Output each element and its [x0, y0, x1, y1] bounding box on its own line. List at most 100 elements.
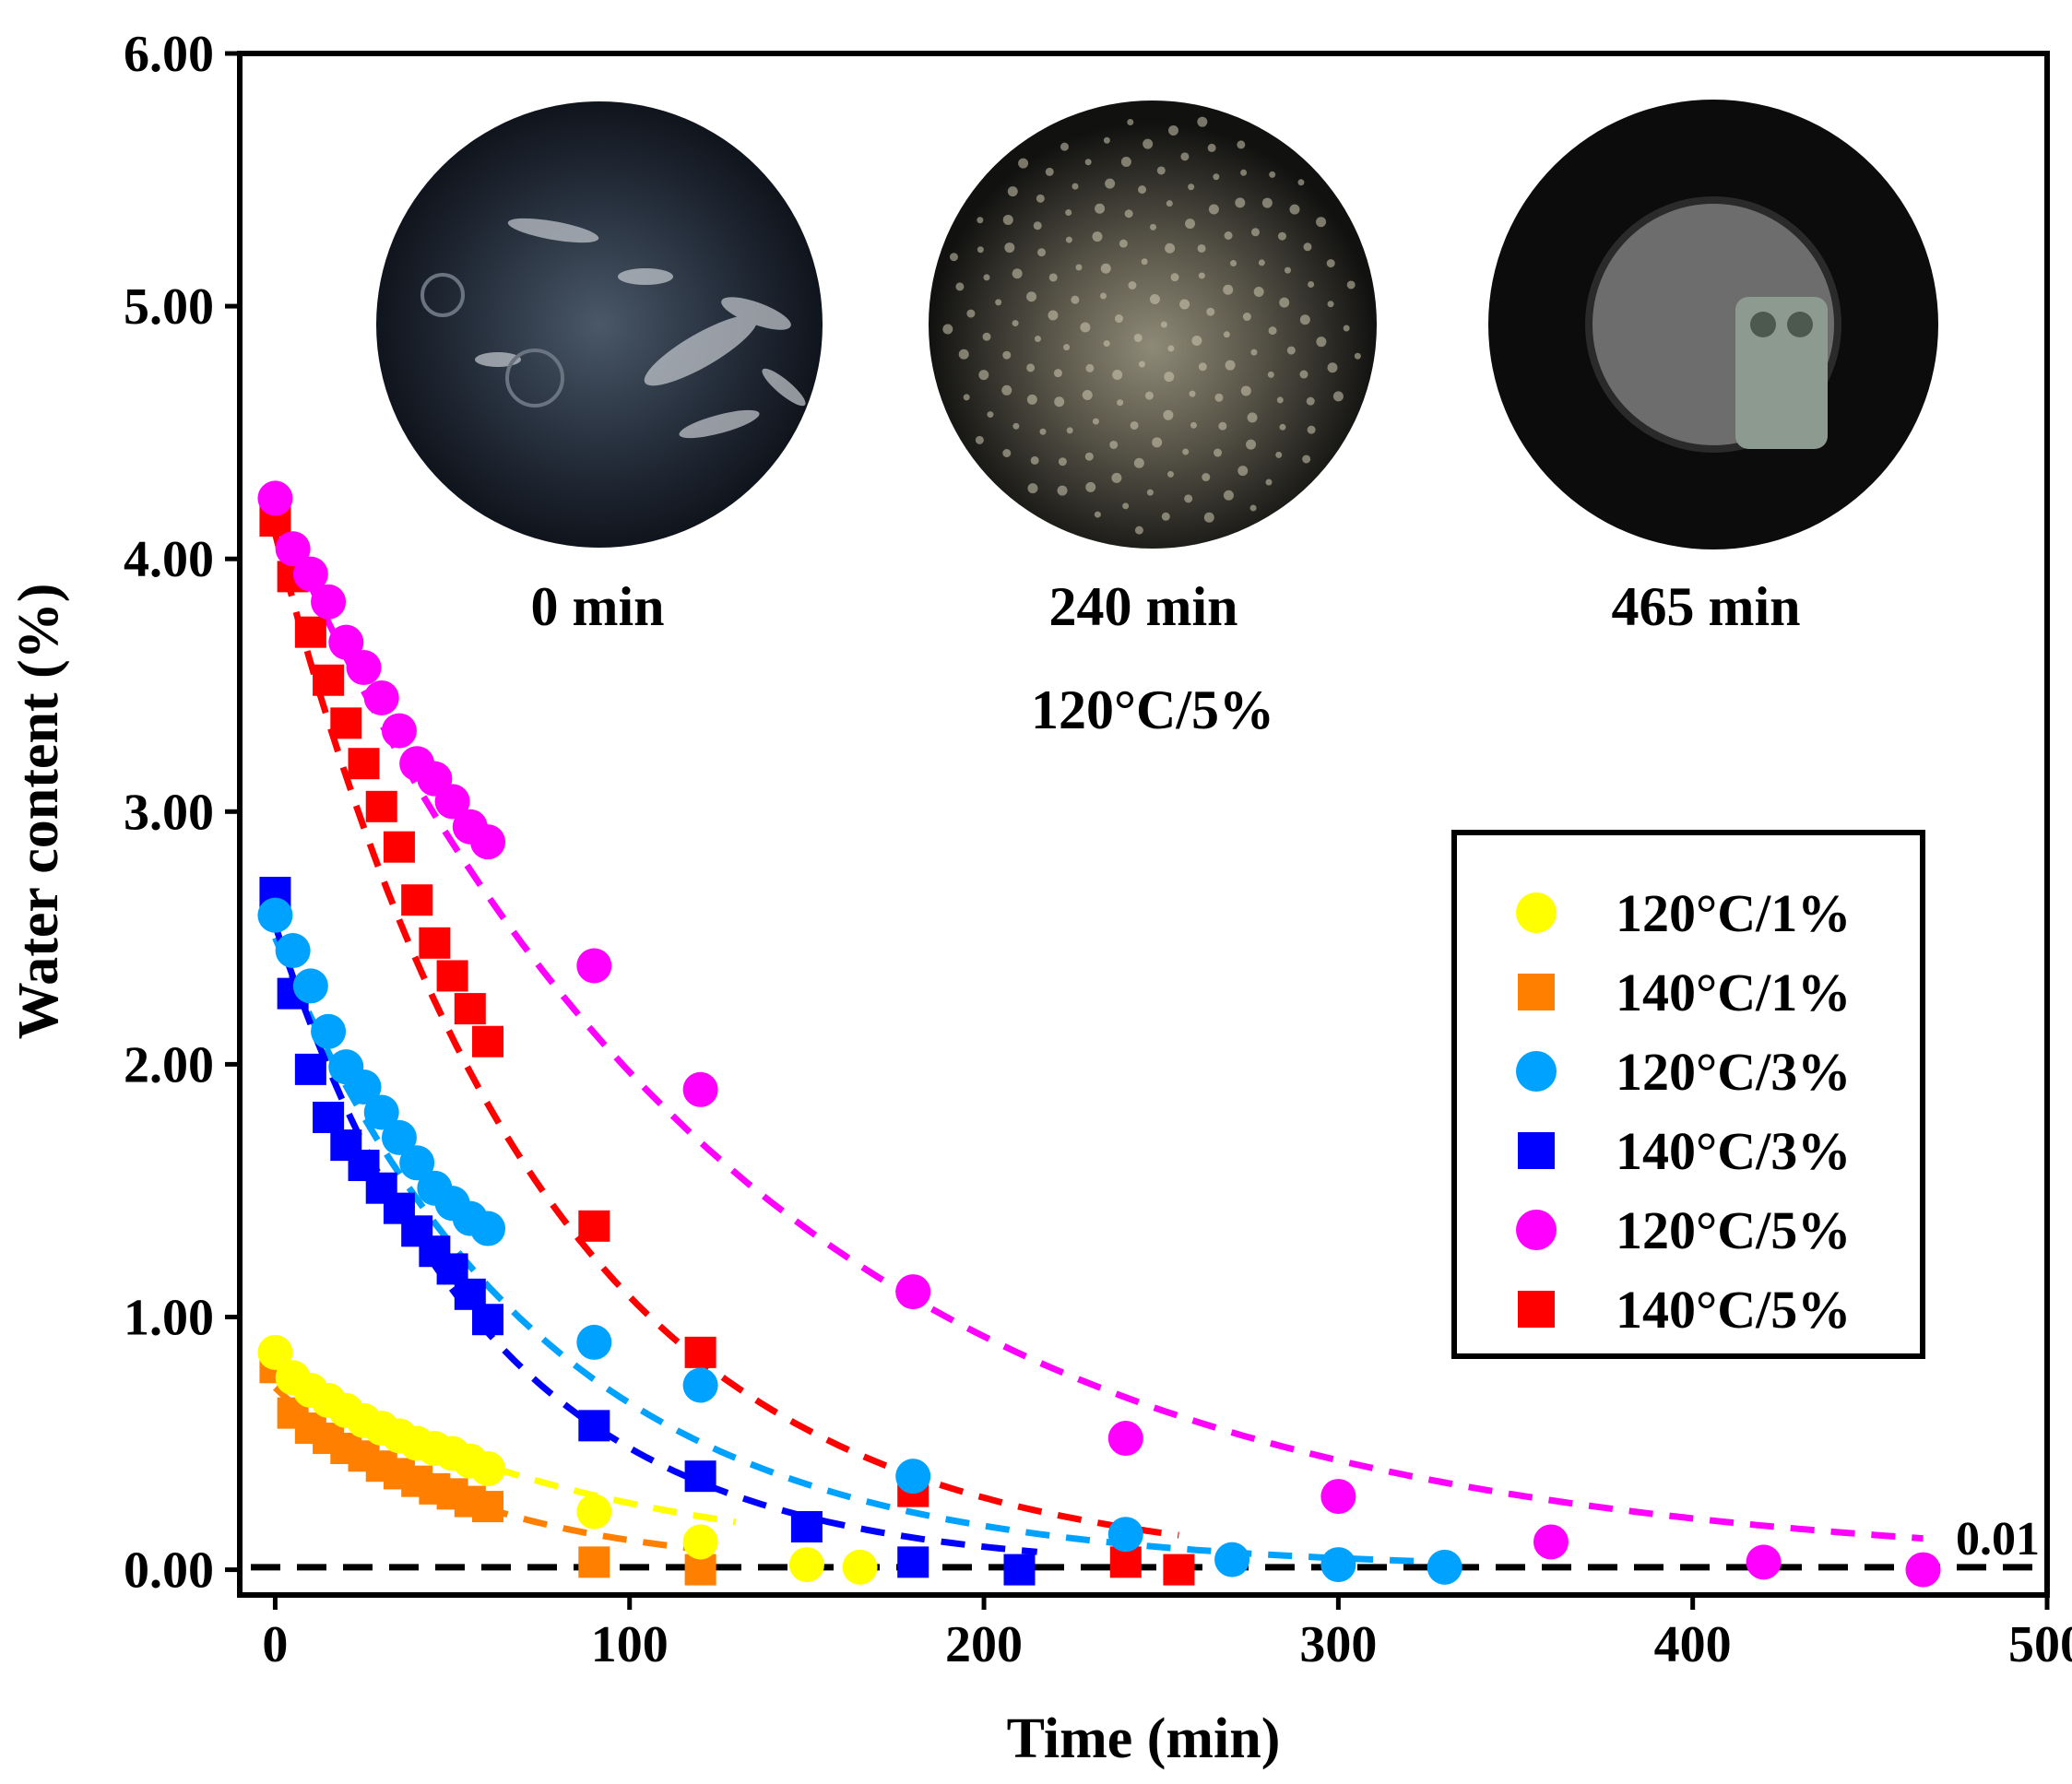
droplet [1237, 140, 1246, 149]
droplet [1286, 346, 1296, 355]
droplet [1105, 178, 1116, 189]
droplet [1214, 393, 1224, 402]
data-point [275, 933, 311, 969]
droplet [1247, 412, 1258, 423]
data-point [330, 707, 362, 739]
data-point [788, 1547, 824, 1583]
droplet [1218, 421, 1227, 431]
droplet [1060, 142, 1069, 151]
droplet [1161, 512, 1170, 521]
y-axis-ticks: 0.00 1.00 2.00 3.00 4.00 5.00 6.00 [124, 26, 240, 1600]
droplet [1198, 272, 1205, 279]
droplet [1134, 526, 1143, 535]
droplet [1166, 470, 1174, 478]
droplet [1258, 259, 1265, 266]
droplet [1103, 340, 1110, 348]
droplet [1327, 301, 1334, 308]
droplet [1213, 173, 1220, 181]
droplet [1007, 186, 1018, 197]
data-point [1163, 1554, 1195, 1586]
droplet [1138, 185, 1147, 195]
droplet [978, 370, 989, 381]
data-point [470, 824, 506, 860]
droplet [1053, 369, 1062, 378]
droplet [966, 309, 976, 318]
data-point [434, 784, 470, 820]
droplet [949, 253, 958, 262]
droplet [1197, 116, 1208, 127]
x-axis-ticks: 0 100 200 300 400 500 [262, 1595, 2072, 1673]
x-tick-label: 0 [262, 1616, 288, 1673]
droplet [1114, 314, 1123, 324]
droplet [1149, 293, 1160, 304]
droplet [1275, 451, 1283, 458]
droplet [977, 246, 984, 254]
droplet [1002, 350, 1012, 360]
droplet [1198, 362, 1207, 372]
droplet [1185, 219, 1196, 230]
droplet [1156, 166, 1166, 175]
droplet [1066, 427, 1073, 434]
droplet [1063, 344, 1071, 351]
droplet [1120, 157, 1131, 168]
droplet [1045, 167, 1054, 176]
droplet [1095, 203, 1106, 214]
droplet [1001, 384, 1012, 396]
data-point [436, 960, 468, 992]
y-tick-label: 6.00 [124, 26, 214, 83]
data-point [381, 1119, 417, 1155]
droplet [1190, 421, 1197, 429]
droplet [1072, 183, 1079, 190]
droplet [1103, 136, 1110, 144]
droplet [1130, 420, 1139, 430]
sample-photo-0min [376, 101, 823, 548]
data-point [682, 1367, 718, 1403]
droplet [1128, 281, 1137, 290]
droplet [1117, 399, 1124, 407]
reflection-detail [1787, 312, 1813, 337]
droplet [1299, 370, 1308, 379]
droplet [1165, 242, 1176, 254]
droplet [1141, 258, 1148, 266]
photo-0min: 0 min [376, 101, 823, 637]
droplet [1284, 266, 1291, 274]
data-point [897, 1546, 929, 1578]
droplet [1127, 118, 1134, 125]
data-point [257, 897, 293, 933]
droplet [1026, 394, 1037, 405]
droplet [1166, 200, 1173, 207]
data-point [576, 948, 612, 984]
droplet [1111, 472, 1122, 483]
data-point [1905, 1552, 1941, 1588]
droplet [1184, 494, 1193, 503]
droplet [1250, 349, 1258, 356]
droplet [1188, 183, 1195, 191]
droplet [1065, 236, 1072, 243]
droplet [1133, 333, 1143, 342]
droplet [1026, 363, 1036, 372]
droplet [955, 282, 965, 291]
droplet [1112, 369, 1123, 380]
droplet [1242, 313, 1251, 322]
data-point [578, 1210, 610, 1242]
data-point [348, 748, 380, 780]
fit-curve [272, 506, 1924, 1542]
legend-label: 140°C/1% [1616, 963, 1851, 1022]
droplet [1026, 291, 1037, 302]
y-tick-label: 1.00 [124, 1289, 214, 1346]
data-point [401, 884, 433, 916]
droplet [1084, 452, 1094, 461]
droplet [1203, 512, 1214, 523]
droplet [975, 435, 984, 444]
droplet [977, 217, 984, 224]
droplet [1100, 263, 1111, 274]
droplet [1080, 322, 1091, 333]
droplet [1164, 372, 1175, 383]
legend-marker [1518, 974, 1555, 1010]
data-point [363, 679, 399, 715]
axes: 0 100 200 300 400 500 0.00 1.00 2.00 3.00 4.00 5.0… [7, 26, 2072, 1770]
droplet [1251, 228, 1261, 237]
droplet [1002, 214, 1013, 225]
droplet [1133, 457, 1144, 468]
